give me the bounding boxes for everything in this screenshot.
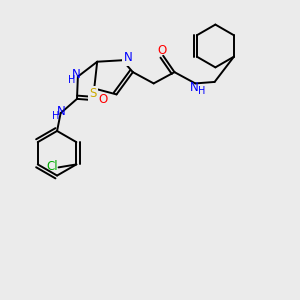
Text: O: O — [98, 93, 107, 106]
Text: O: O — [158, 44, 167, 57]
Text: H: H — [52, 110, 59, 121]
Text: N: N — [72, 68, 81, 81]
Text: N: N — [189, 81, 198, 94]
Text: S: S — [89, 87, 96, 100]
Text: H: H — [198, 86, 205, 96]
Text: Cl: Cl — [46, 160, 58, 173]
Text: N: N — [57, 105, 66, 118]
Text: H: H — [68, 75, 75, 85]
Text: N: N — [123, 51, 132, 64]
